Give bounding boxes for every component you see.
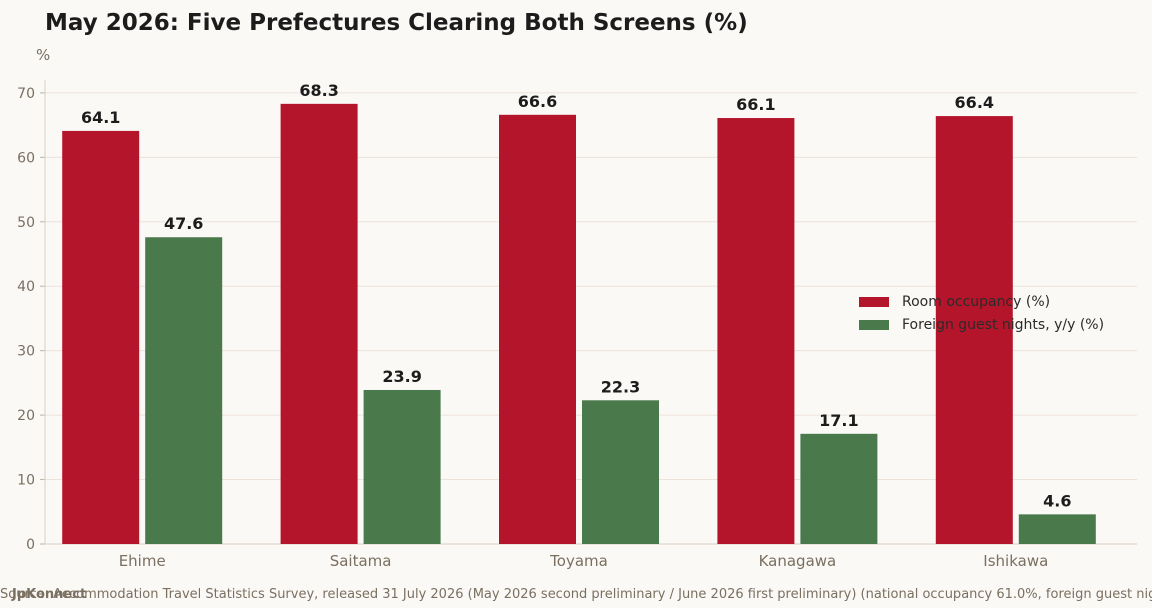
y-tick-label: 30 xyxy=(17,344,35,360)
bar xyxy=(935,116,1013,544)
y-tick-label: 50 xyxy=(17,215,35,231)
bar xyxy=(280,103,358,544)
x-tick-label: Ishikawa xyxy=(983,552,1048,570)
x-tick-label: Toyama xyxy=(549,552,608,570)
bar xyxy=(717,118,795,545)
y-tick-label: 60 xyxy=(17,150,35,166)
legend-label-occupancy: Room occupancy (%) xyxy=(902,293,1051,310)
y-tick-label: 40 xyxy=(17,279,35,295)
data-label: 66.1 xyxy=(736,95,775,114)
x-tick-label: Kanagawa xyxy=(759,552,837,570)
data-label: 17.1 xyxy=(819,411,858,430)
data-label: 4.6 xyxy=(1043,491,1071,510)
bar xyxy=(1018,514,1096,544)
x-tick-label: Ehime xyxy=(119,552,166,570)
legend-swatch-occupancy xyxy=(859,296,889,307)
source-note: Source: Accommodation Travel Statistics … xyxy=(0,587,1152,602)
legend-item-foreign-nights: Foreign guest nights, y/y (%) xyxy=(859,313,1104,336)
data-label: 47.6 xyxy=(164,214,203,233)
y-tick-label: 70 xyxy=(17,86,35,102)
y-tick-label: 0 xyxy=(26,537,35,553)
bar xyxy=(582,400,659,544)
data-label: 68.3 xyxy=(299,81,338,100)
bar xyxy=(145,237,223,544)
chart-title: May 2026: Five Prefectures Clearing Both… xyxy=(45,10,748,36)
data-label: 66.6 xyxy=(518,92,557,111)
source-brand: JpKonnect xyxy=(12,587,87,602)
legend-swatch-foreign-nights xyxy=(859,319,889,330)
y-tick-label: 10 xyxy=(17,473,35,489)
legend-item-occupancy: Room occupancy (%) xyxy=(859,290,1104,313)
y-tick-label: 20 xyxy=(17,408,35,424)
x-tick-label: Saitama xyxy=(330,552,392,570)
bar xyxy=(499,114,576,545)
bar xyxy=(800,433,878,544)
chart-legend: Room occupancy (%) Foreign guest nights,… xyxy=(859,290,1104,336)
bar xyxy=(363,389,441,544)
bar xyxy=(62,130,140,544)
data-label: 66.4 xyxy=(955,93,994,112)
data-label: 23.9 xyxy=(382,367,421,386)
y-axis-label: % xyxy=(36,46,50,64)
legend-label-foreign-nights: Foreign guest nights, y/y (%) xyxy=(902,316,1105,333)
data-label: 64.1 xyxy=(81,108,120,127)
data-label: 22.3 xyxy=(601,377,640,396)
